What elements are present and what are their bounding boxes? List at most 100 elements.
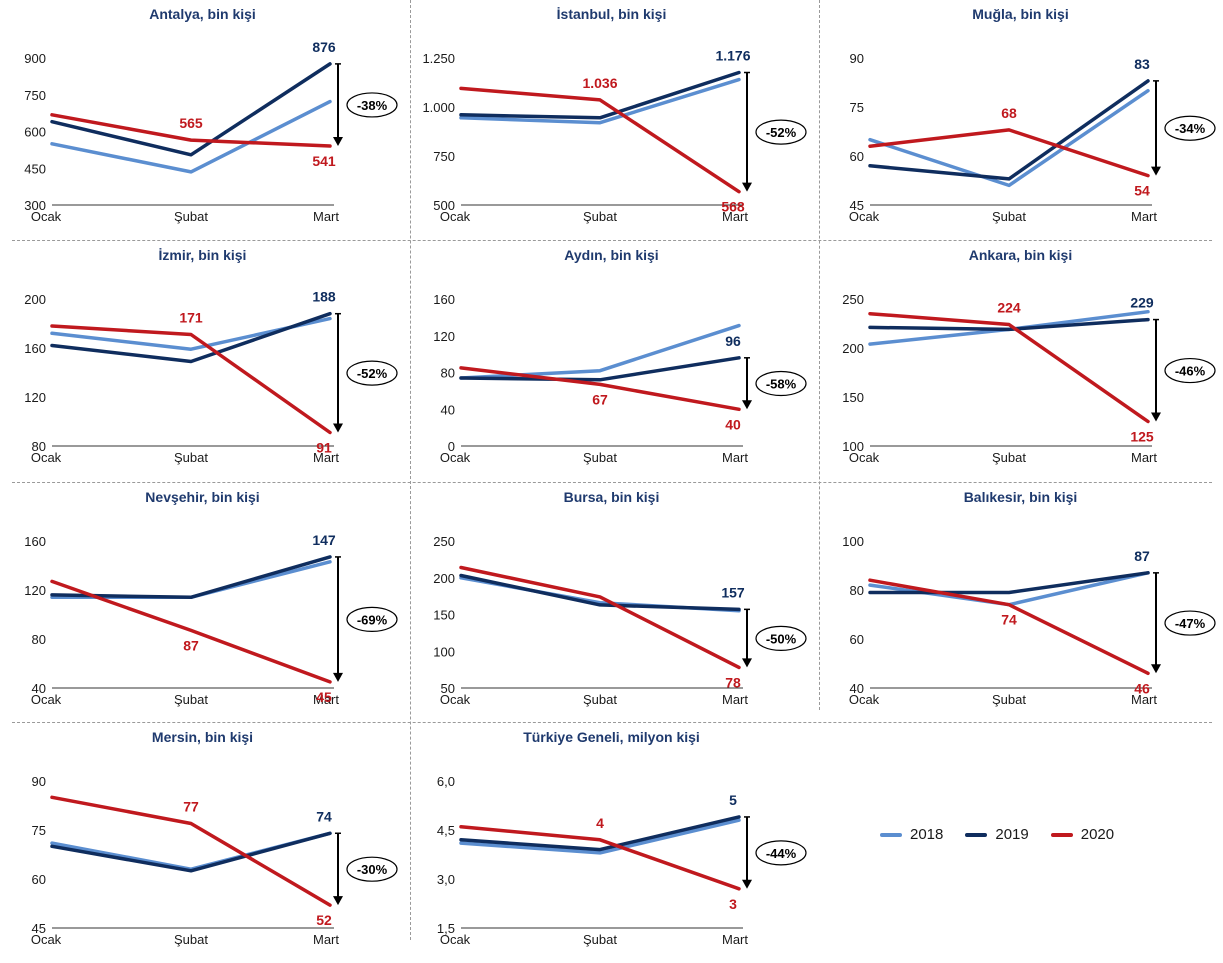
series-line-2019: [459, 70, 741, 120]
legend-item-2020: 2020: [1050, 826, 1114, 843]
x-tick-label: Şubat: [583, 932, 617, 947]
series-line-2019: [868, 79, 1150, 181]
data-label: 67: [592, 391, 608, 407]
y-tick-label: 750: [24, 88, 46, 103]
arrow-head: [333, 136, 343, 146]
series-line-2020: [50, 113, 332, 148]
y-tick-label: 100: [842, 439, 864, 454]
change-badge-label: -34%: [1175, 121, 1206, 136]
arrow-head: [333, 423, 343, 433]
y-tick-label: 900: [24, 51, 46, 66]
change-badge-label: -44%: [766, 846, 797, 861]
arrow-head: [333, 672, 343, 682]
data-label: 188: [312, 289, 336, 305]
y-tick-label: 6,0: [437, 774, 455, 789]
legend-item-2018: 2018: [880, 826, 943, 843]
y-tick-label: 500: [433, 198, 455, 213]
chart-panel: Antalya, bin kişi 300 450 600 750 900 Ocak Şuba…: [0, 0, 405, 240]
x-tick-label: Ocak: [849, 450, 880, 465]
series-line-2019: [459, 573, 741, 612]
data-label: 83: [1134, 56, 1150, 72]
y-tick-label: 200: [842, 341, 864, 356]
change-badge-label: -30%: [357, 862, 388, 877]
x-tick-label: Mart: [1131, 450, 1157, 465]
data-label: 5: [729, 792, 737, 808]
x-tick-label: Ocak: [31, 209, 62, 224]
x-tick-label: Şubat: [583, 209, 617, 224]
chart-panel: Mersin, bin kişi 45 60 75 90 Ocak Şubat Mart 77 7…: [0, 723, 405, 963]
line-chart: 80 120 160 200 Ocak Şubat Mart 171 188 91 -52%: [24, 289, 398, 465]
series-line-2019: [868, 571, 1150, 595]
arrow-head: [742, 879, 752, 889]
series-line-2018: [459, 818, 741, 855]
line-chart: 300 450 600 750 900 Ocak Şubat Mart 565 876 541 -38…: [24, 39, 398, 224]
series-line-2019: [50, 555, 332, 600]
x-tick-label: Ocak: [440, 450, 471, 465]
chart-title: Aydın, bin kişi: [564, 247, 659, 263]
y-tick-label: 80: [850, 583, 864, 598]
x-tick-label: Ocak: [849, 209, 880, 224]
data-label: 52: [316, 912, 332, 928]
data-label: 157: [721, 584, 745, 600]
line-chart: 0 40 80 120 160 Ocak Şubat Mart 67 96 40 -58%: [433, 292, 807, 465]
line-chart: 40 80 120 160 Ocak Şubat Mart 87 147 45 -69%: [24, 532, 398, 707]
x-tick-label: Şubat: [992, 692, 1026, 707]
y-tick-label: 450: [24, 161, 46, 176]
y-tick-label: 45: [32, 921, 46, 936]
x-tick-label: Mart: [722, 692, 748, 707]
change-badge: [1164, 610, 1216, 636]
y-tick-label: 40: [850, 681, 864, 696]
y-tick-label: 200: [24, 292, 46, 307]
x-tick-label: Mart: [313, 692, 339, 707]
data-label: 87: [1134, 548, 1150, 564]
data-label: 229: [1130, 295, 1154, 311]
series-line-2018: [459, 77, 741, 125]
change-badge-label: -50%: [766, 631, 797, 646]
change-badge-label: -38%: [357, 98, 388, 113]
legend-label: 2019: [995, 826, 1029, 843]
x-tick-label: Ocak: [31, 450, 62, 465]
data-label: 91: [316, 440, 332, 456]
x-tick-label: Ocak: [849, 692, 880, 707]
chart-title: Bursa, bin kişi: [563, 489, 660, 505]
change-badge-label: -58%: [766, 377, 797, 392]
horizontal-separator: [12, 722, 1212, 723]
x-tick-label: Ocak: [440, 932, 471, 947]
y-tick-label: 250: [842, 292, 864, 307]
y-tick-label: 150: [433, 608, 455, 623]
change-badge: [346, 92, 398, 118]
chart-panel: Türkiye Geneli, milyon kişi 1,5 3,0 4,5 6,0 O…: [409, 723, 814, 963]
y-tick-label: 200: [433, 571, 455, 586]
line-chart: 45 60 75 90 Ocak Şubat Mart 68 83 54 -34%: [849, 51, 1216, 224]
series-line-2018: [50, 831, 332, 871]
series-line-2018: [50, 99, 332, 174]
legend-swatch-2020: [1050, 832, 1073, 837]
y-tick-label: 60: [850, 632, 864, 647]
legend-label: 2018: [910, 826, 944, 843]
data-label: 74: [1001, 612, 1017, 628]
data-label: 77: [183, 798, 199, 814]
chart-title: Muğla, bin kişi: [972, 6, 1069, 22]
change-badge: [755, 840, 807, 866]
change-badge: [755, 625, 807, 651]
chart-title: İstanbul, bin kişi: [556, 6, 667, 22]
data-label: 541: [312, 153, 336, 169]
chart-panel: Bursa, bin kişi 50 100 150 200 250 Ocak Şubat Ma…: [409, 483, 814, 723]
change-badge: [346, 606, 398, 632]
line-chart: 50 100 150 200 250 Ocak Şubat Mart 157 78 -50%: [433, 534, 807, 707]
data-label: 224: [997, 299, 1021, 315]
arrow-head: [1151, 166, 1161, 176]
series-line-2020: [868, 311, 1150, 424]
data-label: 1.176: [715, 48, 750, 64]
chart-panel: Balıkesir, bin kişi 40 60 80 100 Ocak Şubat Mar…: [818, 483, 1223, 723]
y-tick-label: 160: [24, 341, 46, 356]
y-tick-label: 150: [842, 390, 864, 405]
y-tick-label: 75: [32, 823, 46, 838]
horizontal-separator: [12, 482, 1212, 483]
data-label: 876: [312, 39, 336, 55]
series-line-2019: [459, 356, 741, 382]
y-tick-label: 600: [24, 125, 46, 140]
chart-title: İzmir, bin kişi: [158, 247, 247, 263]
data-label: 78: [725, 674, 741, 690]
data-label: 45: [316, 689, 332, 705]
